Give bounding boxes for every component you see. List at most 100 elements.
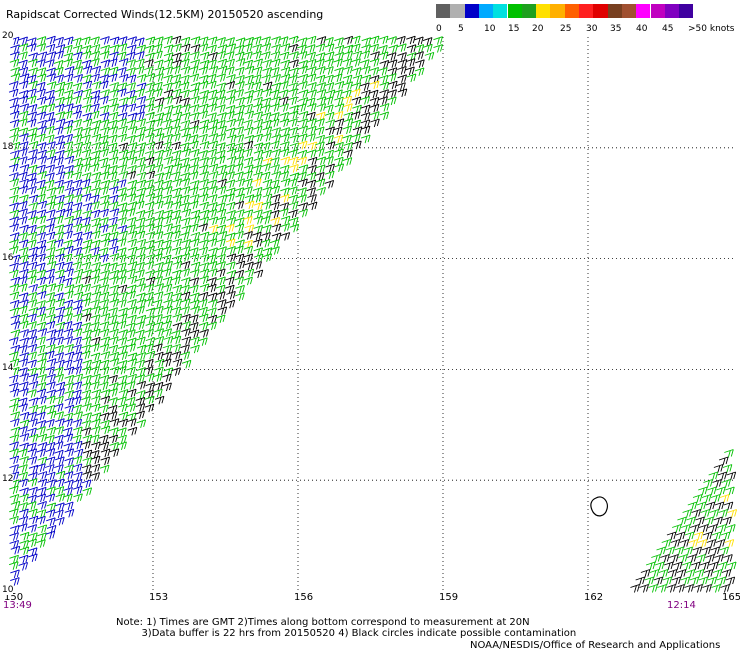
wind-barb: [352, 126, 363, 135]
wind-barb: [54, 103, 65, 113]
wind-barb: [669, 554, 679, 563]
wind-barb: [179, 142, 190, 151]
wind-barb: [98, 434, 109, 444]
wind-barb: [279, 103, 289, 112]
wind-barb: [224, 223, 235, 233]
wind-barb: [91, 239, 101, 249]
wind-barb: [18, 426, 28, 435]
wind-barb: [225, 37, 235, 46]
wind-barb: [693, 584, 703, 593]
wind-barb: [206, 73, 217, 83]
wind-barb: [225, 58, 235, 68]
wind-barb: [181, 148, 192, 158]
wind-barb: [45, 209, 56, 218]
wind-barb: [35, 344, 46, 354]
wind-barb: [252, 261, 262, 270]
wind-barb: [9, 515, 19, 525]
wind-barb: [216, 37, 226, 46]
wind-barb: [145, 193, 156, 202]
wind-barb: [63, 81, 73, 91]
wind-barb: [162, 118, 172, 128]
wind-barb: [36, 382, 47, 391]
wind-barb: [116, 51, 127, 61]
wind-barb: [261, 74, 271, 84]
wind-barb: [90, 73, 100, 83]
wind-barb: [100, 351, 111, 360]
wind-barb: [90, 44, 101, 53]
wind-barb: [199, 59, 210, 69]
wind-barb: [45, 59, 55, 68]
wind-barb: [226, 209, 236, 219]
wind-barb: [280, 66, 291, 76]
wind-barb: [72, 463, 83, 472]
wind-barb: [243, 51, 253, 60]
wind-barb: [143, 366, 154, 375]
wind-barb: [360, 104, 371, 114]
wind-barb: [252, 66, 263, 75]
wind-barb: [109, 276, 119, 285]
wind-barb: [207, 148, 218, 158]
wind-barb: [72, 223, 83, 233]
wind-barb: [262, 149, 272, 159]
wind-barb: [82, 253, 92, 263]
wind-barb: [72, 82, 83, 92]
wind-barb: [134, 193, 145, 203]
wind-barb: [279, 148, 290, 158]
wind-barb: [117, 276, 127, 285]
wind-barb: [180, 284, 190, 294]
wind-barb: [288, 118, 298, 127]
wind-barb: [180, 194, 190, 204]
wind-barb: [126, 103, 137, 112]
wind-barb: [9, 172, 19, 181]
wind-barb: [63, 148, 74, 158]
wind-barb: [37, 155, 47, 165]
start-time: 13:49: [3, 600, 32, 611]
wind-barb: [91, 373, 101, 383]
wind-barb: [19, 456, 29, 465]
wind-barb: [117, 374, 128, 384]
wind-barb: [199, 275, 209, 285]
wind-barb: [63, 223, 74, 232]
wind-barb: [378, 51, 389, 61]
wind-barb: [198, 306, 208, 316]
wind-barb: [199, 178, 209, 188]
wind-barb: [63, 328, 74, 337]
wind-barb: [82, 231, 93, 240]
wind-barb: [270, 246, 280, 255]
wind-barb: [635, 576, 646, 586]
wind-barb: [64, 389, 74, 399]
wind-barb: [45, 172, 55, 181]
wind-barb: [188, 223, 199, 233]
wind-barb: [54, 185, 65, 195]
wind-barb: [208, 185, 218, 195]
wind-barb: [9, 532, 19, 541]
wind-barb: [18, 313, 29, 323]
wind-barb: [27, 275, 37, 285]
wind-barb: [37, 358, 47, 368]
wind-barb: [135, 37, 145, 46]
wind-barb: [100, 395, 111, 405]
wind-barb: [18, 118, 28, 127]
wind-barb: [199, 201, 209, 211]
wind-barb: [8, 336, 19, 346]
wind-barb: [63, 52, 74, 62]
wind-barb: [72, 396, 82, 405]
wind-barb: [55, 456, 65, 465]
wind-barb: [315, 43, 326, 53]
wind-barb: [107, 404, 118, 414]
wind-barb: [243, 156, 254, 166]
wind-barb: [117, 43, 128, 52]
wind-barb: [720, 584, 730, 593]
wind-barb: [36, 215, 47, 225]
wind-barb: [19, 164, 30, 173]
wind-barb: [378, 35, 389, 45]
wind-barb: [53, 239, 64, 248]
wind-barb: [125, 322, 136, 331]
wind-barb: [28, 553, 38, 563]
wind-barb: [189, 299, 200, 309]
wind-barb: [91, 389, 102, 398]
wind-barb: [705, 501, 716, 511]
wind-barb: [234, 44, 245, 54]
wind-barb: [54, 411, 64, 420]
